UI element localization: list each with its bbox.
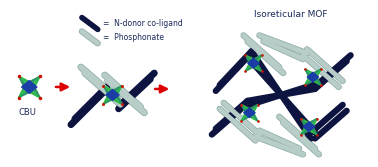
Polygon shape [26,76,40,84]
Polygon shape [307,72,313,82]
Polygon shape [33,84,40,98]
Polygon shape [305,69,316,80]
Polygon shape [307,129,317,135]
Polygon shape [310,69,321,80]
Polygon shape [26,90,40,98]
Polygon shape [242,105,252,115]
Polygon shape [310,74,321,85]
Polygon shape [252,110,257,121]
Polygon shape [303,122,309,131]
Polygon shape [247,115,257,121]
Polygon shape [116,86,122,98]
Polygon shape [104,98,116,104]
Polygon shape [104,86,110,98]
Polygon shape [252,105,257,115]
Text: =  Phosphonate: = Phosphonate [103,33,164,42]
Polygon shape [242,105,247,115]
Polygon shape [245,61,256,71]
Polygon shape [242,110,252,121]
Polygon shape [19,76,33,84]
Polygon shape [104,92,116,104]
Polygon shape [110,92,122,104]
Polygon shape [301,119,307,129]
Polygon shape [245,55,256,66]
Polygon shape [106,90,119,100]
Polygon shape [247,105,257,110]
Polygon shape [106,90,113,100]
Polygon shape [305,80,316,85]
Polygon shape [244,108,255,117]
Polygon shape [305,69,310,80]
Polygon shape [110,86,122,92]
Polygon shape [251,66,262,71]
Polygon shape [104,86,116,98]
Polygon shape [242,115,252,121]
Polygon shape [26,84,40,98]
Polygon shape [104,86,116,92]
Polygon shape [301,124,307,135]
Polygon shape [104,92,110,104]
Polygon shape [19,90,33,98]
Polygon shape [301,124,311,135]
Polygon shape [311,119,317,129]
Polygon shape [305,69,316,74]
Polygon shape [116,92,122,104]
Polygon shape [247,105,257,115]
Polygon shape [110,86,122,98]
Polygon shape [307,124,317,135]
Polygon shape [301,129,311,135]
Polygon shape [251,61,262,71]
Polygon shape [245,55,256,61]
Polygon shape [22,81,37,93]
Polygon shape [316,69,321,80]
Polygon shape [248,58,254,68]
Polygon shape [310,80,321,85]
Polygon shape [256,61,262,71]
Polygon shape [19,84,26,98]
Polygon shape [247,110,257,121]
Polygon shape [251,55,262,61]
Polygon shape [310,69,321,74]
Polygon shape [245,66,256,71]
Polygon shape [19,76,33,90]
Polygon shape [245,55,251,66]
Polygon shape [307,72,319,82]
Polygon shape [305,74,310,85]
Polygon shape [311,124,317,135]
Polygon shape [22,81,29,93]
Polygon shape [242,110,247,121]
Polygon shape [303,122,315,131]
Polygon shape [244,108,249,117]
Text: CBU: CBU [19,108,36,117]
Polygon shape [316,74,321,85]
Polygon shape [110,98,122,104]
Polygon shape [256,55,262,66]
Polygon shape [242,105,252,110]
Polygon shape [301,119,311,124]
Polygon shape [305,74,316,85]
Polygon shape [26,76,40,90]
Polygon shape [251,55,262,66]
Polygon shape [307,119,317,124]
Text: =  N-donor co-ligand: = N-donor co-ligand [103,19,183,28]
Polygon shape [248,58,259,68]
Polygon shape [19,76,26,90]
Polygon shape [245,61,251,71]
Polygon shape [301,119,311,129]
Polygon shape [33,76,40,90]
Polygon shape [307,119,317,129]
Text: Isoreticular MOF: Isoreticular MOF [254,10,328,19]
Polygon shape [19,84,33,98]
